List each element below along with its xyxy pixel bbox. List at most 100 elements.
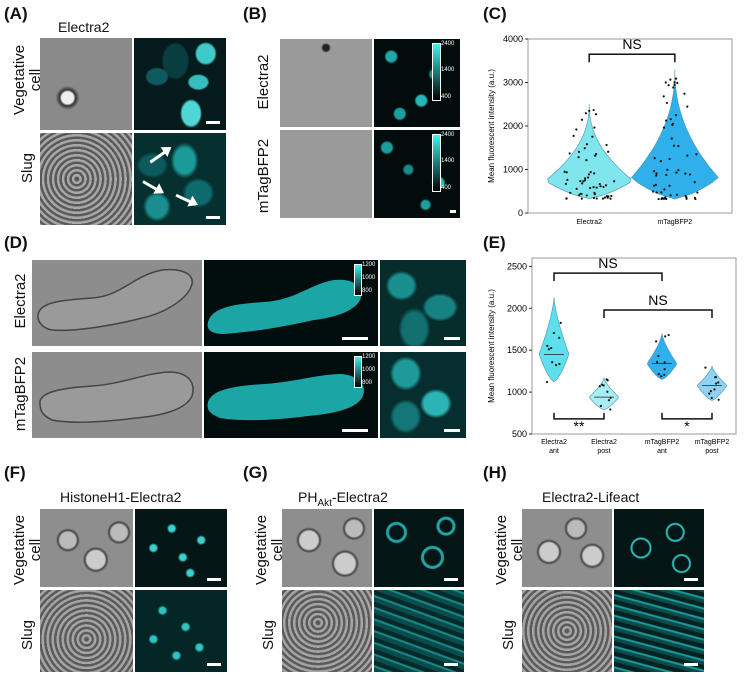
data-point: [607, 399, 611, 402]
colorbar-tick-label: 1200: [362, 354, 376, 360]
y-tick-label: 3000: [503, 78, 523, 88]
row-label-a-slug: Slug: [19, 152, 36, 184]
violin: [647, 333, 677, 380]
data-point: [598, 385, 601, 388]
data-point: [592, 196, 596, 200]
data-point: [606, 379, 609, 382]
x-tick-label: Electra2: [591, 439, 617, 446]
data-point: [655, 172, 658, 175]
brightfield-image-f-slug: [40, 590, 133, 672]
significance-label: *: [684, 418, 690, 434]
data-point: [609, 396, 612, 399]
data-point: [668, 184, 671, 187]
brightfield-image-a-vegetative: [40, 38, 132, 130]
data-point: [655, 340, 658, 343]
panel-title-a: Electra2: [58, 19, 110, 35]
colorbar-tick-label: 400: [441, 185, 452, 191]
data-point: [710, 396, 713, 400]
data-point: [554, 364, 558, 367]
data-point: [667, 84, 670, 87]
brightfield-image-d-electra2: [32, 260, 202, 346]
significance-bracket: [603, 309, 713, 318]
colorbar-tick-label: 800: [362, 288, 373, 294]
data-point: [659, 160, 662, 163]
row-label-f-slug: Slug: [19, 619, 36, 651]
data-point: [577, 156, 580, 159]
colorbar-tick-label: 400: [441, 94, 452, 100]
data-point: [550, 346, 553, 350]
data-point: [675, 193, 679, 196]
data-point: [580, 118, 584, 121]
y-axis-label: Mean fluorescent intensity (a.u.): [487, 69, 496, 183]
data-point: [714, 382, 718, 385]
fluorescence-image-g-slug: [374, 590, 464, 672]
data-point: [664, 335, 667, 338]
scale-bar: [206, 121, 220, 124]
data-point: [674, 113, 678, 117]
data-point: [717, 381, 720, 384]
data-point: [657, 197, 660, 201]
data-point: [558, 362, 561, 366]
panel-title-g-rest: -Electra2: [331, 489, 388, 505]
data-point: [662, 126, 666, 129]
data-point: [669, 118, 672, 121]
data-point: [660, 197, 663, 201]
data-point: [606, 196, 609, 199]
brightfield-image-d-mtagbfp2: [32, 352, 202, 438]
violin-electra2: [547, 104, 632, 199]
data-point: [605, 195, 609, 198]
significance-label: NS: [598, 255, 617, 271]
colorbar-tick-label: 1000: [362, 275, 376, 281]
data-point: [583, 147, 586, 150]
data-point: [686, 105, 689, 108]
data-point: [592, 108, 595, 112]
data-point: [664, 81, 667, 84]
data-point: [575, 187, 578, 190]
y-tick-label: 4000: [503, 34, 523, 44]
data-point: [577, 150, 581, 153]
data-point: [663, 197, 666, 200]
data-point: [588, 109, 591, 113]
data-point: [559, 321, 562, 324]
fluorescence-image-a-slug: [134, 133, 226, 225]
scale-bar: [207, 663, 221, 666]
panel-label-h: (H): [483, 463, 507, 482]
scale-bar: [207, 578, 221, 581]
row-label-h-slug: Slug: [500, 619, 517, 651]
scale-bar: [684, 663, 698, 666]
data-point: [586, 176, 590, 179]
data-point: [565, 197, 568, 200]
data-point: [558, 336, 561, 339]
brightfield-image-b-mtagbfp2: [280, 130, 372, 218]
colorbar-tick-label: 1000: [362, 367, 376, 373]
data-point: [595, 186, 598, 189]
data-point: [665, 173, 668, 176]
panel-label-a: (A): [4, 4, 28, 23]
row-label-d-electra2: Electra2: [12, 273, 29, 329]
data-point: [655, 174, 658, 177]
plot-frame: [531, 257, 737, 435]
data-point: [673, 83, 676, 87]
slug-fluorescence: [207, 374, 364, 421]
data-point: [665, 101, 669, 105]
x-tick-label: post: [597, 448, 610, 455]
data-point: [704, 366, 707, 369]
brightfield-image-a-slug: [40, 133, 132, 225]
row-label-d-mtagbfp2: mTagBFP2: [12, 356, 29, 432]
data-point: [579, 192, 582, 195]
x-tick-label: Electra2: [541, 439, 567, 446]
data-point: [602, 185, 605, 189]
data-point: [693, 196, 696, 199]
data-point: [665, 197, 668, 201]
brightfield-image-g-vegetative: [282, 509, 372, 587]
scale-bar: [444, 578, 458, 581]
data-point: [683, 92, 686, 95]
data-point: [709, 389, 712, 393]
slug-outline: [37, 268, 193, 332]
panel-label-e: (E): [483, 233, 506, 252]
data-point: [663, 361, 666, 364]
data-point: [663, 368, 666, 371]
violin: [697, 366, 727, 401]
fluorescence-image-h-slug: [614, 590, 704, 672]
data-point: [613, 180, 616, 183]
